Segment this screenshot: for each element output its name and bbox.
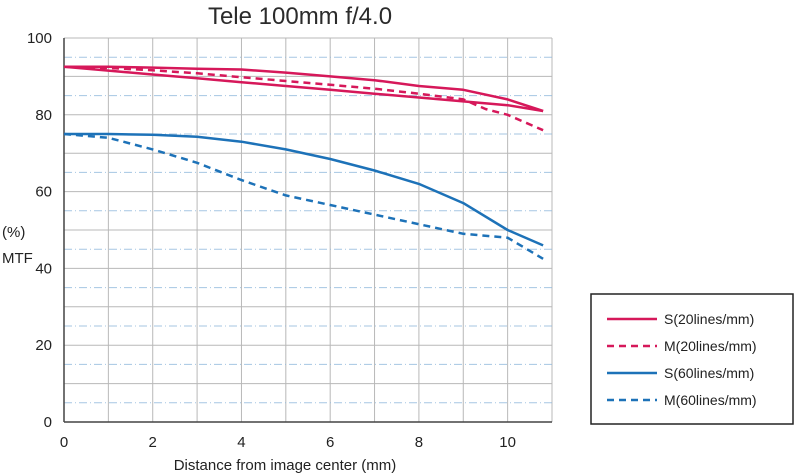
y-tick-label: 40 [35,260,52,277]
legend-box [590,293,794,425]
chart-title: Tele 100mm f/4.0 [208,3,392,30]
tick-labels: 0 20 40 60 80 100 0 2 4 6 8 10 [27,30,516,451]
x-tick-label: 8 [415,434,423,451]
x-axis-label: Distance from image center (mm) [174,457,397,474]
series-line [64,65,544,113]
legend-label: M(60lines/mm) [664,392,757,408]
x-tick-label: 4 [237,434,245,451]
x-tick-label: 0 [60,434,68,451]
x-tick-label: 6 [326,434,334,451]
legend: S(20lines/mm) M(20lines/mm) S(60lines/mm) M… [590,293,794,425]
y-tick-label: 20 [35,337,52,354]
series-line [63,132,544,260]
x-tick-label: 10 [499,434,516,451]
y-axis-label-mtf: MTF [2,250,33,267]
legend-label: M(20lines/mm) [664,338,757,354]
y-tick-label: 80 [35,107,52,124]
series-lines [63,65,544,260]
legend-label: S(20lines/mm) [664,311,754,327]
grid-lines [64,37,553,422]
x-tick-label: 2 [149,434,157,451]
y-tick-label: 0 [44,414,52,431]
legend-label: S(60lines/mm) [664,365,754,381]
axes [63,38,552,423]
series-line [64,132,544,247]
y-tick-label: 60 [35,184,52,201]
series-line [63,65,544,132]
y-axis-label-percent: (%) [2,224,25,241]
y-tick-label: 100 [27,30,52,47]
